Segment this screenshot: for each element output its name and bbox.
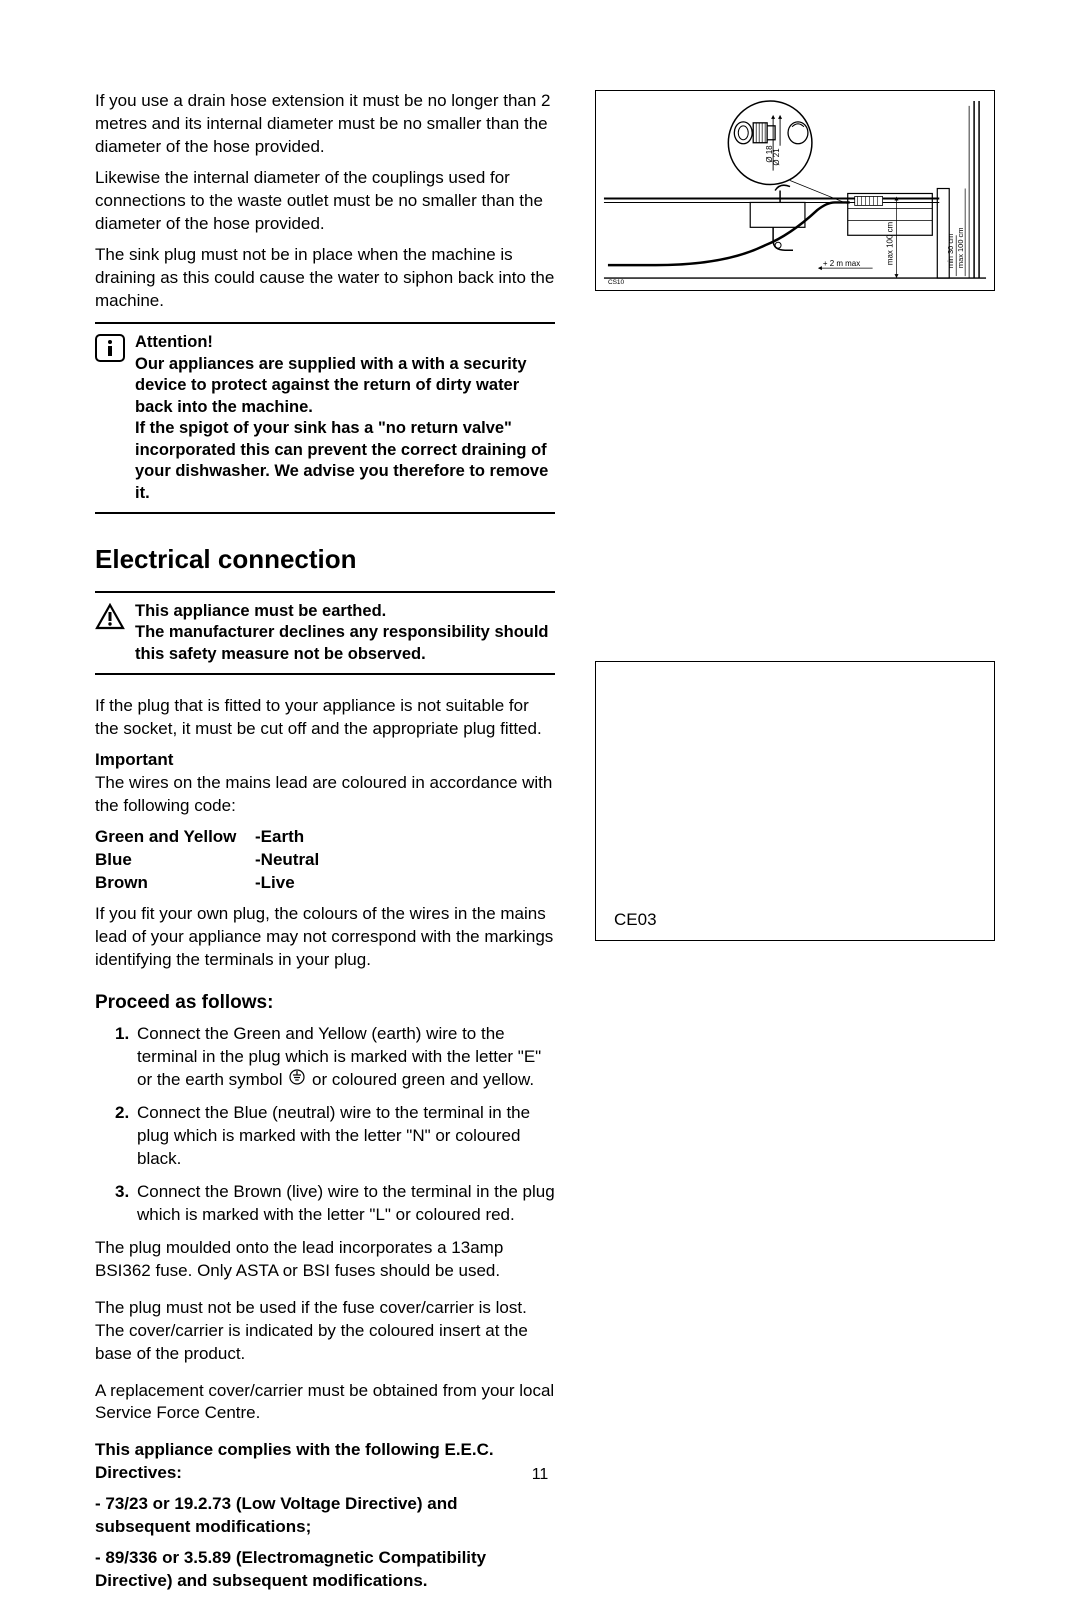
warning-text: This appliance must be earthed. The manu… bbox=[135, 601, 555, 665]
hose-d2: Ø 21 bbox=[772, 148, 781, 166]
own-plug: If you fit your own plug, the colours of… bbox=[95, 903, 555, 972]
directive-intro: This appliance complies with the followi… bbox=[95, 1439, 555, 1485]
important-label: Important bbox=[95, 749, 555, 772]
wire-color: Blue bbox=[95, 849, 255, 872]
table-row: Green and Yellow-Earth bbox=[95, 826, 555, 849]
attention-text: Attention! Our appliances are supplied w… bbox=[135, 332, 555, 504]
wires-desc: The wires on the mains lead are coloured… bbox=[95, 772, 555, 818]
table-row: Blue-Neutral bbox=[95, 849, 555, 872]
intro-p2: Likewise the internal diameter of the co… bbox=[95, 167, 555, 236]
wire-table: Green and Yellow-Earth Blue-Neutral Brow… bbox=[95, 826, 555, 895]
step-text: Connect the Blue (neutral) wire to the t… bbox=[137, 1102, 555, 1171]
step-text: Connect the Brown (live) wire to the ter… bbox=[137, 1181, 555, 1227]
attention-p1: Our appliances are supplied with a with … bbox=[135, 354, 555, 418]
wire-type: -Live bbox=[255, 872, 295, 895]
attention-box: Attention! Our appliances are supplied w… bbox=[95, 322, 555, 514]
afterlist: The plug moulded onto the lead incorpora… bbox=[95, 1237, 555, 1426]
post-p3: A replacement cover/carrier must be obta… bbox=[95, 1380, 555, 1426]
post-p1: The plug moulded onto the lead incorpora… bbox=[95, 1237, 555, 1283]
wire-color: Brown bbox=[95, 872, 255, 895]
right-column: Ø 18 Ø 21 max 100 cm min 30 cm max 100 c… bbox=[595, 90, 995, 1601]
page-content: If you use a drain hose extension it mus… bbox=[95, 90, 985, 1601]
wire-color: Green and Yellow bbox=[95, 826, 255, 849]
list-item: 1. Connect the Green and Yellow (earth) … bbox=[115, 1023, 555, 1092]
attention-p2: If the spigot of your sink has a "no ret… bbox=[135, 418, 555, 504]
section-heading: Electrical connection bbox=[95, 542, 555, 577]
directive-2: - 89/336 or 3.5.89 (Electromagnetic Comp… bbox=[95, 1547, 555, 1593]
left-column: If you use a drain hose extension it mus… bbox=[95, 90, 555, 1601]
table-row: Brown-Live bbox=[95, 872, 555, 895]
wire-type: -Neutral bbox=[255, 849, 319, 872]
warning-icon bbox=[95, 603, 125, 630]
step-text: Connect the Green and Yellow (earth) wir… bbox=[137, 1023, 555, 1092]
attention-title: Attention! bbox=[135, 332, 555, 353]
directives: This appliance complies with the followi… bbox=[95, 1439, 555, 1593]
plug-intro: If the plug that is fitted to your appli… bbox=[95, 695, 555, 741]
step-number: 3. bbox=[115, 1181, 137, 1227]
drain-diagram: Ø 18 Ø 21 max 100 cm min 30 cm max 100 c… bbox=[595, 90, 995, 291]
directive-1: - 73/23 or 19.2.73 (Low Voltage Directiv… bbox=[95, 1493, 555, 1539]
dim-max2: max 100 cm bbox=[956, 228, 965, 269]
warning-p2: The manufacturer declines any responsibi… bbox=[135, 622, 555, 665]
post-p2: The plug must not be used if the fuse co… bbox=[95, 1297, 555, 1366]
info-icon bbox=[95, 334, 125, 362]
list-item: 2. Connect the Blue (neutral) wire to th… bbox=[115, 1102, 555, 1171]
wire-type: -Earth bbox=[255, 826, 304, 849]
intro-p1: If you use a drain hose extension it mus… bbox=[95, 90, 555, 159]
warning-box: This appliance must be earthed. The manu… bbox=[95, 591, 555, 675]
dim-max: max 100 cm bbox=[886, 221, 895, 265]
ce-label: CE03 bbox=[614, 909, 657, 932]
earth-icon bbox=[289, 1069, 305, 1092]
proceed-heading: Proceed as follows: bbox=[95, 990, 555, 1016]
page-number: 11 bbox=[532, 1464, 549, 1486]
steps-list: 1. Connect the Green and Yellow (earth) … bbox=[95, 1023, 555, 1227]
step-number: 2. bbox=[115, 1102, 137, 1171]
hose-len: + 2 m max bbox=[823, 259, 860, 268]
list-item: 3. Connect the Brown (live) wire to the … bbox=[115, 1181, 555, 1227]
step-number: 1. bbox=[115, 1023, 137, 1092]
cs-label: CS10 bbox=[608, 279, 625, 286]
dim-min: min 30 cm bbox=[946, 234, 955, 268]
intro-p3: The sink plug must not be in place when … bbox=[95, 244, 555, 313]
plug-diagram: CE03 bbox=[595, 661, 995, 941]
step-after: or coloured green and yellow. bbox=[312, 1070, 534, 1089]
warning-p1: This appliance must be earthed. bbox=[135, 601, 555, 622]
